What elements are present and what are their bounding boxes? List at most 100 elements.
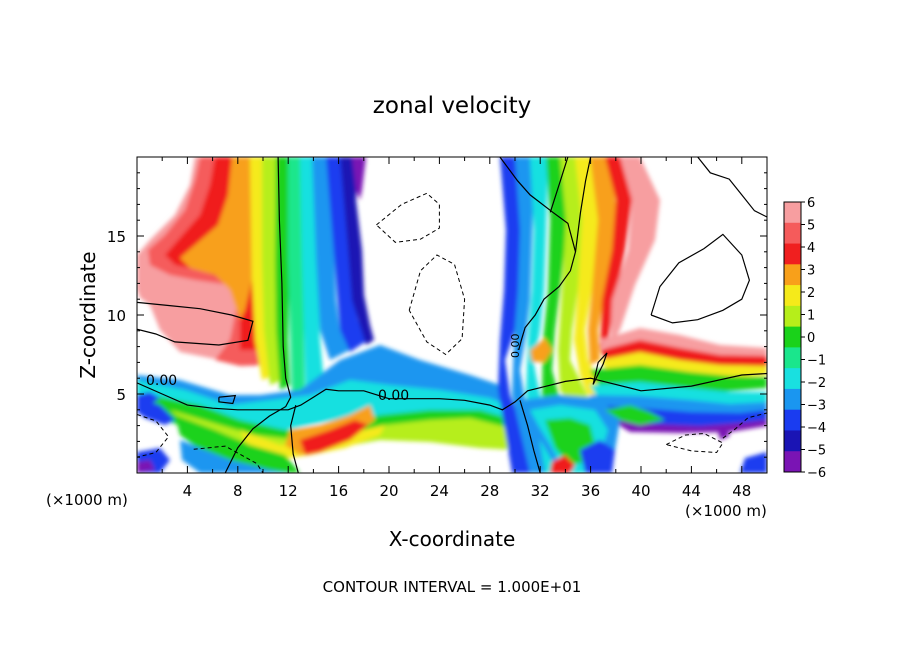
fill-band-layer-red — [300, 420, 368, 455]
colorbar-label: 3 — [807, 264, 815, 279]
contour-line-solid — [697, 157, 767, 218]
colorbar-label: −4 — [807, 421, 826, 436]
colorbar-label: −3 — [807, 399, 826, 414]
y-ticks — [137, 172, 767, 458]
fill-band-column-cyan — [300, 157, 325, 398]
x-axis-label: X-coordinate — [389, 527, 516, 551]
x-tick-label: 48 — [732, 482, 751, 500]
colorbar-label: 4 — [807, 241, 815, 256]
x-tick-label: 28 — [480, 482, 499, 500]
contour-line-dashed — [193, 445, 264, 473]
colorbar-label: −1 — [807, 354, 826, 369]
fill-band-right-yellow — [574, 157, 600, 395]
contour-line-solid — [549, 157, 569, 213]
fill-band-lower-mid-red — [550, 455, 575, 473]
x-tick-label: 4 — [183, 482, 193, 500]
fill-band-lower-right-green — [605, 405, 665, 425]
contour-line-solid — [499, 157, 577, 350]
contour-line-solid — [290, 404, 299, 473]
x-tick-label: 16 — [329, 482, 348, 500]
fill-band-column-aqua — [288, 157, 305, 398]
chart-title: zonal velocity — [373, 93, 531, 119]
colorbar-swatch — [784, 202, 801, 224]
x-tick-label: 20 — [379, 482, 398, 500]
contour-line-dashed — [376, 192, 440, 243]
contour-label: 0.00 — [509, 334, 522, 359]
fill-band-right-layer-purple — [610, 420, 767, 433]
velocity-field — [137, 157, 767, 473]
color-fill — [137, 157, 767, 473]
colorbar-label: 2 — [807, 286, 815, 301]
colorbar-swatch — [784, 326, 801, 348]
contour-label: 0.00 — [378, 388, 409, 404]
x-tick-labels: 4 8 12 16 20 24 28 32 36 40 44 48 — [183, 482, 752, 500]
x-tick-label: 24 — [430, 482, 449, 500]
colorbar-swatch — [784, 222, 801, 244]
colorbar-swatch — [784, 388, 801, 411]
colorbar-label: −5 — [807, 444, 826, 459]
contour-line-solid — [137, 301, 254, 346]
x-unit-right: (×1000 m) — [685, 502, 767, 520]
fill-band-positive-left-orange — [180, 157, 262, 320]
colorbar-swatch — [784, 347, 801, 369]
colorbar-label: 1 — [807, 309, 815, 324]
colorbar-label: 5 — [807, 219, 815, 234]
contour-line-solid — [224, 157, 292, 473]
fill-band-right-blue — [498, 157, 530, 473]
fill-band-layer-lower-left-3 — [180, 440, 290, 473]
colorbar-label: −6 — [807, 466, 826, 481]
colorbar-swatch — [784, 409, 801, 431]
contour-line-dashed — [665, 432, 724, 454]
contour-line-solid — [218, 394, 237, 405]
fill-band-column-blue — [312, 157, 350, 360]
x-tick-label: 32 — [531, 482, 550, 500]
x-tick-label: 36 — [581, 482, 600, 500]
colorbar-label: 6 — [807, 196, 815, 211]
y-tick-label: 10 — [107, 307, 126, 325]
fill-band-right-orange — [588, 157, 618, 365]
contour-line-dashed — [408, 254, 466, 356]
y-tick-labels: 5 10 15 — [107, 228, 126, 404]
fill-band-right-red — [600, 157, 632, 350]
y-tick-label: 15 — [107, 228, 126, 246]
fill-band-lower-right-purple-spot — [718, 428, 730, 440]
x-tick-label: 44 — [682, 482, 701, 500]
fill-band-bottom-left-purple — [137, 460, 155, 473]
fill-band-column-navy — [340, 157, 374, 345]
fill-band-right-orange-blob — [530, 338, 552, 362]
colorbar-swatch — [784, 243, 801, 265]
colorbar-swatch — [784, 305, 801, 328]
contour-line-solid — [137, 372, 767, 411]
x-tick-label: 8 — [233, 482, 243, 500]
contour-line-dashed — [137, 414, 170, 458]
y-axis-label: Z-coordinate — [76, 251, 100, 378]
x-tick-label: 12 — [279, 482, 298, 500]
y-tick-label: 5 — [116, 386, 126, 404]
fill-band-lower-mid-darkblue — [580, 440, 615, 473]
contour-line-solid — [519, 400, 541, 473]
fill-band-left-upper-blob — [137, 392, 160, 405]
colorbar: 6 5 4 3 2 1 0 −1 −2 −3 −4 −5 −6 — [783, 196, 826, 481]
fill-band-column-darkblue — [326, 157, 368, 352]
colorbar-swatch — [784, 430, 801, 452]
contour-line-solid — [574, 157, 592, 252]
fill-band-right-green — [542, 157, 575, 473]
fill-band-right-layer-red — [600, 340, 767, 370]
colorbar-label: −2 — [807, 376, 826, 391]
contour-line-solid — [592, 352, 608, 385]
fill-band-right-lightblue — [512, 157, 545, 473]
x-unit-left: (×1000 m) — [46, 491, 128, 509]
x-ticks — [161, 157, 743, 473]
contour-labels: 0.00 0.00 0.00 — [146, 334, 522, 405]
fill-band-right-cyan — [526, 157, 558, 473]
fill-band-bottom-right-blue — [740, 452, 767, 473]
colorbar-swatch — [784, 285, 801, 307]
contour-lines — [137, 157, 767, 473]
colorbar-swatch — [784, 368, 801, 390]
contour-line-dashed — [722, 412, 767, 439]
colorbar-swatch — [784, 451, 801, 473]
colorbar-label: 0 — [807, 331, 815, 346]
contour-interval-note: CONTOUR INTERVAL = 1.000E+01 — [323, 578, 582, 596]
contour-label: 0.00 — [146, 373, 177, 389]
